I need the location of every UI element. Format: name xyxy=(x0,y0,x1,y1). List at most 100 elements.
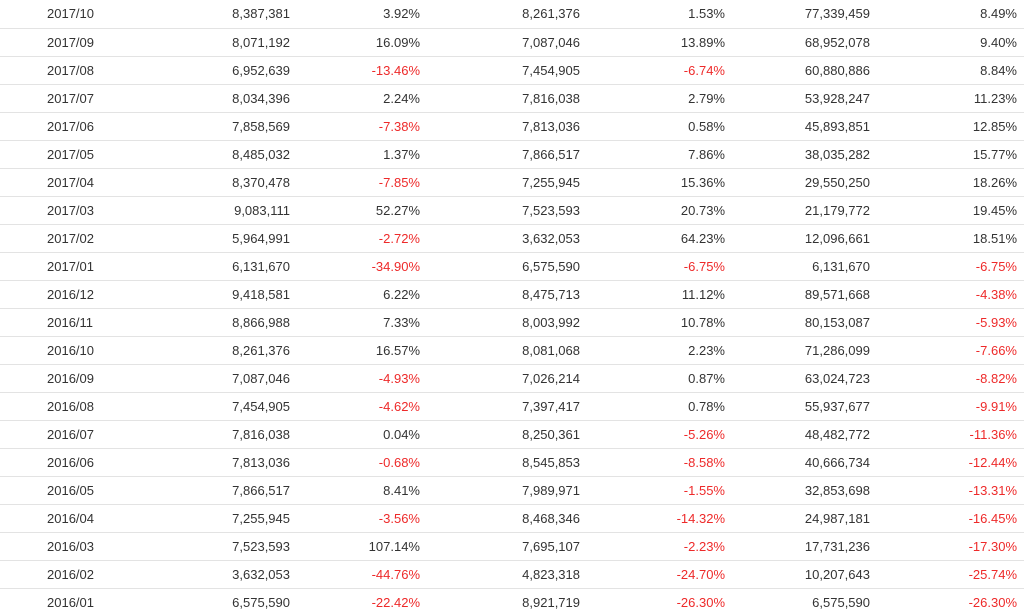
cumulative-change-cell: -25.74% xyxy=(870,560,1024,589)
cumulative-change-cell: -8.82% xyxy=(870,364,1024,393)
prior-change-cell: 20.73% xyxy=(580,196,725,225)
cumulative-change-cell: 9.40% xyxy=(870,28,1024,57)
value-cell: 6,131,670 xyxy=(140,252,290,281)
prior-change-cell: -26.30% xyxy=(676,594,725,610)
change-cell: 7.33% xyxy=(290,308,420,337)
prior-value-cell: 7,397,417 xyxy=(420,392,580,421)
table-row: 2017/07 8,034,396 2.24% 7,816,038 2.79% 53,92… xyxy=(0,84,1024,113)
prior-change-cell: 0.58% xyxy=(580,112,725,141)
table-row: 2017/08 6,952,639 -13.46% 7,454,905 -6.74% 60… xyxy=(0,56,1024,85)
table-row: 2017/01 6,131,670 -34.90% 6,575,590 -6.75% 6,… xyxy=(0,252,1024,281)
cumulative-cell: 48,482,772 xyxy=(725,420,870,449)
value-cell: 9,418,581 xyxy=(140,280,290,309)
prior-value-cell: 8,003,992 xyxy=(420,308,580,337)
cumulative-change-cell: -17.30% xyxy=(870,532,1024,561)
cumulative-cell: 32,853,698 xyxy=(725,476,870,505)
prior-value-cell: 8,475,713 xyxy=(420,280,580,309)
cumulative-change-cell: 8.84% xyxy=(870,56,1024,85)
cumulative-cell: 53,928,247 xyxy=(725,84,870,113)
change-cell: -3.56% xyxy=(290,504,420,533)
prior-value-cell: 8,545,853 xyxy=(420,448,580,477)
cumulative-change-cell: 18.26% xyxy=(870,168,1024,197)
cumulative-cell: 12,096,661 xyxy=(725,224,870,253)
prior-value-cell: 7,813,036 xyxy=(420,112,580,141)
table-row: 2016/04 7,255,945 -3.56% 8,468,346 -14.32% 24… xyxy=(0,504,1024,533)
prior-value-cell: 8,468,346 xyxy=(420,504,580,533)
prior-change-cell: 7.86% xyxy=(580,140,725,169)
month-cell: 2017/01 xyxy=(0,252,140,281)
cumulative-cell: 55,937,677 xyxy=(725,392,870,421)
table-row: 2016/09 7,087,046 -4.93% 7,026,214 0.87% 63,0… xyxy=(0,364,1024,393)
prior-value-cell: 7,695,107 xyxy=(420,532,580,561)
prior-value-cell: 8,250,361 xyxy=(420,420,580,449)
prior-value-cell: 7,816,038 xyxy=(420,84,580,113)
table-row: 2016/05 7,866,517 8.41% 7,989,971 -1.55% 32,8… xyxy=(0,476,1024,505)
prior-value-cell: 7,989,971 xyxy=(420,476,580,505)
prior-change-cell: 2.79% xyxy=(580,84,725,113)
cumulative-change-cell: 12.85% xyxy=(870,112,1024,141)
prior-value-cell: 7,087,046 xyxy=(420,28,580,57)
cumulative-cell: 38,035,282 xyxy=(725,140,870,169)
cumulative-cell: 6,131,670 xyxy=(725,252,870,281)
month-cell: 2016/06 xyxy=(0,448,140,477)
prior-value-cell: 7,026,214 xyxy=(420,364,580,393)
cumulative-cell: 71,286,099 xyxy=(725,336,870,365)
table-row: 2016/08 7,454,905 -4.62% 7,397,417 0.78% 55,9… xyxy=(0,392,1024,421)
value-cell: 8,034,396 xyxy=(140,84,290,113)
value-cell: 7,454,905 xyxy=(140,392,290,421)
month-cell: 2016/03 xyxy=(0,532,140,561)
table-row: 2016/01 6,575,590 -22.42% 8,921,719 -26.30% 6… xyxy=(0,588,1024,616)
cumulative-cell: 60,880,886 xyxy=(725,56,870,85)
cumulative-cell: 77,339,459 xyxy=(725,0,870,29)
table-row: 2017/03 9,083,111 52.27% 7,523,593 20.73% 21,… xyxy=(0,196,1024,225)
change-cell: -0.68% xyxy=(290,448,420,477)
prior-change-cell: -8.58% xyxy=(580,448,725,477)
change-cell: 52.27% xyxy=(290,196,420,225)
cumulative-change-cell: -9.91% xyxy=(870,392,1024,421)
cumulative-change-cell: -16.45% xyxy=(870,504,1024,533)
cumulative-cell: 10,207,643 xyxy=(725,560,870,589)
change-cell: -2.72% xyxy=(290,224,420,253)
table-row: 2016/06 7,813,036 -0.68% 8,545,853 -8.58% 40,… xyxy=(0,448,1024,477)
change-cell: 16.09% xyxy=(290,28,420,57)
table-row: 2017/05 8,485,032 1.37% 7,866,517 7.86% 38,03… xyxy=(0,140,1024,169)
prior-value-cell: 3,632,053 xyxy=(420,224,580,253)
change-cell: 3.92% xyxy=(290,0,420,29)
change-cell: 0.04% xyxy=(290,420,420,449)
change-cell: 107.14% xyxy=(290,532,420,561)
prior-change-cell: 15.36% xyxy=(580,168,725,197)
table-row: 2017/02 5,964,991 -2.72% 3,632,053 64.23% 12,… xyxy=(0,224,1024,253)
table-row: 2016/03 7,523,593 107.14% 7,695,107 -2.23% 17… xyxy=(0,532,1024,561)
prior-change-cell: 10.78% xyxy=(580,308,725,337)
prior-change-cell: -6.74% xyxy=(580,56,725,85)
month-cell: 2016/08 xyxy=(0,392,140,421)
cumulative-change-cell: 11.23% xyxy=(870,84,1024,113)
prior-change-cell: -14.32% xyxy=(580,504,725,533)
month-cell: 2017/07 xyxy=(0,84,140,113)
prior-value-cell: 7,255,945 xyxy=(420,168,580,197)
table-row: 2017/06 7,858,569 -7.38% 7,813,036 0.58% 45,8… xyxy=(0,112,1024,141)
value-cell: 7,813,036 xyxy=(140,448,290,477)
month-cell: 2016/02 xyxy=(0,560,140,589)
cumulative-change-cell: -6.75% xyxy=(870,252,1024,281)
cumulative-change-cell: -7.66% xyxy=(870,336,1024,365)
cumulative-change-cell: 19.45% xyxy=(870,196,1024,225)
change-cell: -13.46% xyxy=(290,56,420,85)
month-cell: 2016/12 xyxy=(0,280,140,309)
cumulative-cell: 45,893,851 xyxy=(725,112,870,141)
prior-change-cell: 11.12% xyxy=(580,280,725,309)
change-cell: -44.76% xyxy=(290,560,420,589)
change-cell: 1.37% xyxy=(290,140,420,169)
value-cell: 8,261,376 xyxy=(140,336,290,365)
value-cell: 8,387,381 xyxy=(140,0,290,29)
cumulative-cell: 21,179,772 xyxy=(725,196,870,225)
prior-change-cell: 13.89% xyxy=(580,28,725,57)
cumulative-cell: 89,571,668 xyxy=(725,280,870,309)
prior-value-cell: 8,081,068 xyxy=(420,336,580,365)
value-cell: 7,523,593 xyxy=(140,532,290,561)
change-cell: -34.90% xyxy=(290,252,420,281)
cumulative-cell: 80,153,087 xyxy=(725,308,870,337)
prior-change-cell: 0.78% xyxy=(580,392,725,421)
prior-change-cell: -1.55% xyxy=(580,476,725,505)
